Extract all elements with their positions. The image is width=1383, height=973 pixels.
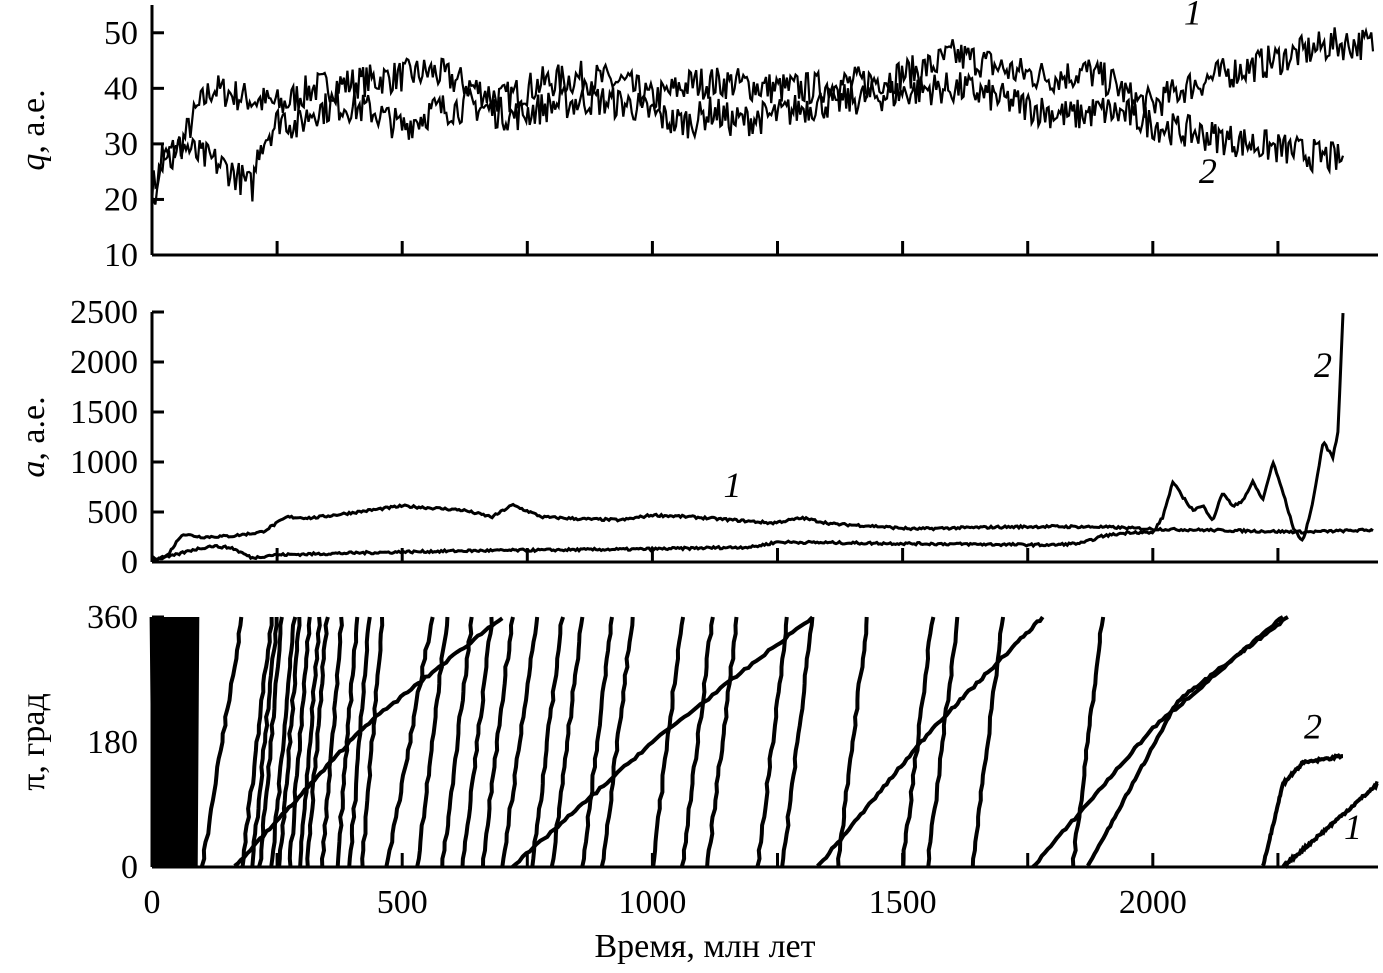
series-2-segment (1086, 615, 1289, 867)
series-1-segment (511, 615, 814, 869)
y-tick-label: 360 (87, 599, 138, 636)
series-2-steep-line (1070, 616, 1106, 868)
series-2-steep-line (269, 616, 298, 868)
series-line-1 (150, 502, 1374, 561)
series-2-steep-line (319, 616, 344, 868)
curve-label-2: 2 (1199, 151, 1217, 191)
series-2-steep-line (287, 616, 312, 868)
curve-label-1: 1 (1344, 807, 1362, 847)
series-2-steep-line (440, 616, 474, 868)
x-tick-label: 500 (377, 884, 428, 921)
series-2-steep-line (500, 616, 540, 868)
series-2-steep-line (755, 616, 789, 868)
series-2-segment (1261, 753, 1343, 867)
panel-q-chart: 10 20 30 40 50 q, а.е. 1 2 (15, 0, 1378, 274)
series-2-steep-line (335, 616, 360, 868)
series-line-2 (150, 71, 1345, 206)
series-2-steep-line (240, 616, 274, 868)
series-2-steep-line (415, 616, 450, 868)
y-tick-label: 500 (87, 494, 138, 531)
y-tick-label: 10 (104, 237, 138, 274)
series-2-steep-line (199, 616, 244, 868)
series-2-steep-line (926, 616, 960, 868)
y-tick-label: 2500 (70, 294, 138, 331)
y-tick-label: 180 (87, 724, 138, 761)
series-2-steep-line (651, 616, 686, 868)
x-tick-label: 0 (144, 884, 161, 921)
series-2-steep-line (298, 616, 322, 868)
curve-label-2: 2 (1314, 345, 1332, 385)
series-2-steep-line (360, 616, 385, 868)
series-2-steep-line (679, 616, 715, 868)
curve-label-2: 2 (1304, 707, 1322, 747)
x-tick-label: 2000 (1119, 884, 1187, 921)
series-2-steep-line (780, 616, 815, 868)
y-axis-variable: a (15, 461, 52, 478)
curve-label-1: 1 (723, 465, 741, 505)
panel-pi-chart: 0 180 360 0 500 1000 1500 2000 π, град Время, млн… (15, 599, 1379, 965)
series-2-steep-line (549, 616, 585, 868)
series-2-steep-line (705, 616, 739, 868)
y-tick-label: 30 (104, 126, 138, 163)
noise-region-lines (149, 616, 200, 868)
series-2-steep-line (305, 616, 330, 868)
y-tick-label: 2000 (70, 344, 138, 381)
y-tick-label: 1000 (70, 444, 138, 481)
series-2-steep-line (836, 616, 869, 868)
series-2-steep-line (277, 616, 302, 868)
panel-a-chart: 0 500 1000 1500 2000 2500 a, а.е. 1 2 (15, 294, 1378, 581)
curve-label-1: 1 (1184, 0, 1202, 32)
series-2-steep-line (580, 616, 614, 868)
series-line-2 (151, 313, 1345, 563)
series-2-steep-line (970, 616, 1006, 868)
y-tick-label: 50 (104, 15, 138, 52)
y-axis-variable: q (15, 154, 52, 171)
y-axis-unit: , а.е. (15, 89, 52, 153)
x-axis-title: Время, млн лет (594, 928, 815, 965)
series-2-steep-line (901, 616, 936, 868)
series-2-steep-line (347, 616, 372, 868)
series-2-steep-line (481, 616, 515, 868)
series-2-steep-line (257, 616, 284, 868)
series-1-segment (816, 615, 1045, 868)
series-2-steep-line (599, 616, 635, 868)
series-1-segment (1031, 615, 1284, 869)
series-2-steep-line (460, 616, 494, 868)
y-tick-label: 40 (104, 70, 138, 107)
y-axis-title: q, а.е. (15, 89, 52, 170)
series-1-segment (1281, 780, 1379, 870)
y-axis-title: π, град (15, 693, 52, 791)
x-tick-label: 1500 (869, 884, 937, 921)
series-2-steep-line (250, 617, 279, 868)
y-axis-title: a, а.е. (15, 396, 52, 477)
y-tick-label: 0 (121, 544, 138, 581)
y-tick-label: 20 (104, 181, 138, 218)
series-2-steep-line (384, 616, 435, 868)
x-tick-label: 1000 (618, 884, 686, 921)
series-line-1 (150, 26, 1375, 206)
series-2-steep-line (530, 616, 566, 868)
y-tick-label: 0 (121, 849, 138, 886)
y-axis-unit: , а.е. (15, 396, 52, 460)
y-tick-label: 1500 (70, 394, 138, 431)
